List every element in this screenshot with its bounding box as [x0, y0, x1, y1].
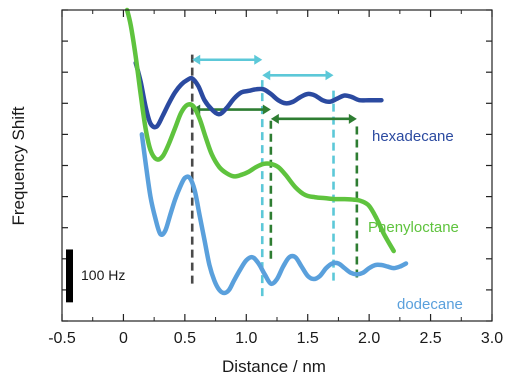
- x-tick-label: 2.0: [358, 330, 380, 347]
- arrow-head-right: [348, 113, 357, 124]
- series-line-hexadecane: [133, 60, 384, 130]
- x-tick-label: 0.5: [174, 330, 196, 347]
- x-tick-label: 1.0: [235, 330, 257, 347]
- axes: -0.5 0 0.5 1.0 1.5 2.0 2.5 3.0: [48, 9, 503, 347]
- series-line-dodecane: [139, 132, 409, 296]
- vertical-markers: [190, 50, 359, 297]
- arrow-head-left: [192, 54, 201, 65]
- series-line-phenyloctane: [124, 7, 396, 254]
- arrow-head-right: [325, 70, 334, 81]
- y-axis-title: Frequency Shift: [9, 106, 28, 225]
- labels: Distance / nm Frequency Shift 100 Hz hex…: [9, 106, 463, 376]
- arrow-head-left: [270, 113, 279, 124]
- series-label-phenyloctane: Phenyloctane: [368, 219, 459, 236]
- x-tick-label: 0: [119, 330, 128, 347]
- period-arrows: [192, 54, 357, 124]
- arrow-head-left: [262, 70, 271, 81]
- arrow-head-right: [254, 54, 263, 65]
- x-tick-label: -0.5: [48, 330, 76, 347]
- arrow-head-right: [262, 104, 271, 115]
- x-axis-title: Distance / nm: [222, 357, 326, 376]
- series-label-hexadecane: hexadecane: [372, 128, 454, 145]
- series-lines: [124, 7, 409, 296]
- x-tick-label: 3.0: [481, 330, 503, 347]
- x-tick-label: 2.5: [419, 330, 441, 347]
- scale-bar: [66, 249, 73, 303]
- series-label-dodecane: dodecane: [397, 296, 463, 313]
- scale-bar-label: 100 Hz: [81, 267, 125, 283]
- x-tick-label: 1.5: [297, 330, 319, 347]
